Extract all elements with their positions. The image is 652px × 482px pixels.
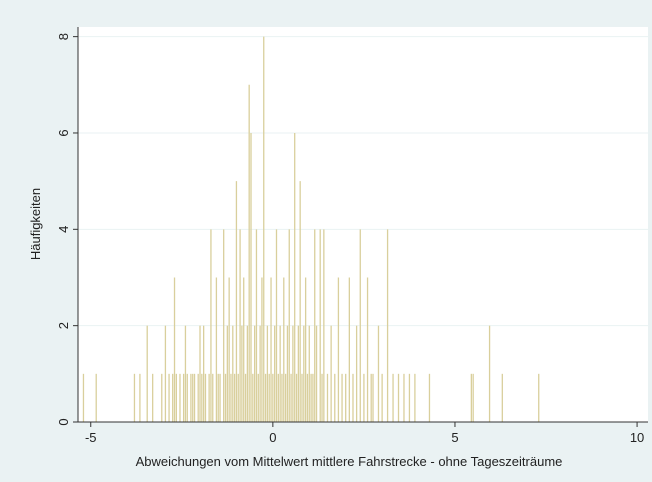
x-tick-label: -5 [85,430,97,445]
y-tick-label: 2 [56,322,71,329]
x-tick-label: 5 [451,430,458,445]
plot-area [78,27,648,422]
x-axis-label: Abweichungen vom Mittelwert mittlere Fah… [136,454,563,469]
y-tick-label: 4 [56,226,71,233]
x-tick-label: 10 [630,430,644,445]
y-tick-label: 6 [56,129,71,136]
y-tick-label: 0 [56,418,71,425]
y-tick-label: 8 [56,33,71,40]
x-tick-label: 0 [269,430,276,445]
y-axis-label: Häufigkeiten [28,188,43,260]
